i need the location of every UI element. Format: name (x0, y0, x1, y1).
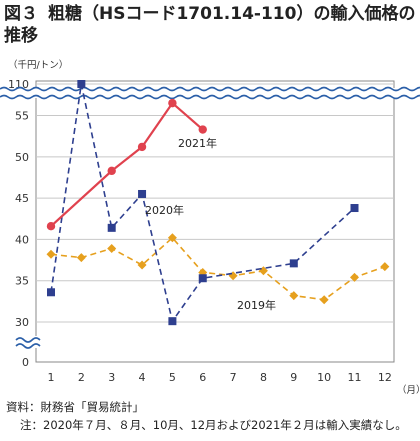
y-tick-label: 45 (15, 192, 29, 205)
data-point-2021年 (46, 221, 56, 231)
data-point-2019年 (76, 253, 86, 263)
data-point-2019年 (46, 249, 56, 259)
data-point-2020年 (47, 288, 55, 297)
data-point-2020年 (138, 189, 147, 198)
y-tick-label: 40 (15, 233, 29, 246)
data-point-2019年 (107, 243, 117, 253)
x-tick-label: 6 (199, 371, 206, 384)
x-tick-label: 1 (48, 371, 55, 384)
y-tick-label: 110 (8, 78, 29, 91)
source-note: 資料：財務省「貿易統計」 (6, 400, 144, 414)
series-label-2019年: 2019年 (237, 298, 276, 312)
plot-frame (35, 80, 395, 363)
data-point-2021年 (137, 142, 147, 152)
axis-break-mask (0, 88, 420, 98)
series-label-2021年: 2021年 (178, 136, 217, 150)
x-tick-label: 8 (260, 371, 267, 384)
y-tick-label: 0 (22, 356, 29, 369)
data-point-2019年 (137, 260, 147, 270)
y-tick-label: 35 (15, 275, 29, 288)
data-point-2019年 (350, 272, 359, 282)
y-axis-break-wave-top (15, 337, 41, 343)
data-point-2020年 (198, 274, 207, 283)
data-point-2019年 (319, 295, 329, 305)
data-point-2019年 (167, 233, 177, 243)
no-import-note: 注：2020年７月、８月、10月、12月および2021年２月は輸入実績なし。 (20, 418, 407, 432)
series-line-2019年 (50, 236, 386, 301)
series-line-2020年 (50, 83, 356, 324)
x-tick-label: 5 (169, 371, 176, 384)
axis-break-wave-top (0, 86, 420, 92)
figure-number: 図３ (4, 4, 38, 24)
x-tick-label: 7 (230, 371, 237, 384)
x-tick-label: 4 (139, 371, 146, 384)
axis-break-wave-bottom (0, 94, 420, 100)
x-tick-label: 3 (108, 371, 115, 384)
x-tick-label: 10 (317, 371, 331, 384)
data-point-2021年 (168, 98, 177, 108)
data-point-2021年 (198, 125, 207, 134)
footnotes: 資料：財務省「貿易統計」 注：2020年７月、８月、10月、12月および2021… (6, 398, 418, 434)
data-point-2020年 (350, 204, 359, 213)
x-tick-label: 11 (348, 371, 362, 384)
data-point-2020年 (289, 259, 298, 268)
y-axis-break-wave-bottom (15, 343, 41, 349)
figure-title: 図３ 粗糖（HSコード1701.14-110）の輸入価格の推移 (4, 3, 416, 47)
y-tick-label: 50 (15, 151, 29, 164)
series-label-2020年: 2020年 (145, 203, 184, 217)
data-point-2020年 (168, 317, 177, 326)
x-tick-label: 12 (378, 371, 392, 384)
data-point-2019年 (289, 291, 299, 301)
data-point-2019年 (380, 262, 390, 272)
data-point-2020年 (77, 80, 86, 88)
y-tick-label: 55 (15, 110, 29, 123)
figure-title-text: 粗糖（HSコード1701.14-110）の輸入価格の推移 (4, 4, 416, 46)
x-unit-label: （月） (397, 384, 420, 396)
y-tick-label: 30 (15, 316, 29, 329)
y-unit-label: （千円/トン） (8, 59, 68, 71)
data-point-2021年 (107, 166, 116, 176)
x-tick-label: 9 (290, 371, 297, 384)
x-tick-label: 2 (78, 371, 85, 384)
data-point-2020年 (107, 223, 116, 232)
